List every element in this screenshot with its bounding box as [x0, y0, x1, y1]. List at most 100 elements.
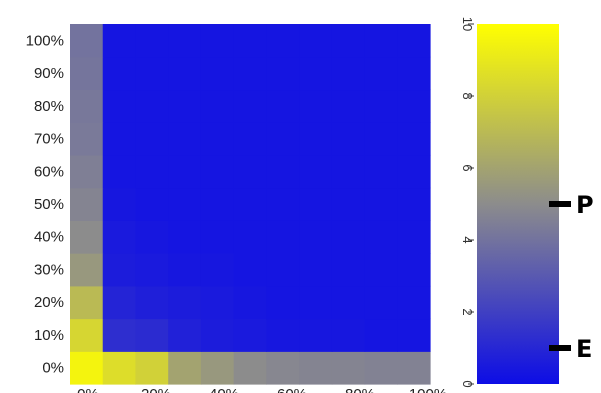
heatmap-cell	[102, 24, 137, 58]
heatmap-cell	[168, 24, 202, 58]
heatmap-cell	[397, 154, 431, 189]
heatmap-cell	[299, 24, 333, 58]
heatmap-cell	[135, 89, 169, 123]
heatmap-cell	[266, 122, 300, 156]
heatmap-cell	[200, 154, 235, 189]
heatmap-cell	[70, 89, 104, 123]
heatmap-cell	[364, 318, 398, 352]
heatmap-cell	[233, 318, 267, 352]
heatmap-cell	[364, 187, 398, 221]
colorbar-marker-label: E	[576, 335, 592, 363]
heatmap-cell	[266, 154, 300, 189]
heatmap-cell	[331, 89, 366, 123]
heatmap-cell	[233, 285, 267, 320]
heatmap-cell	[331, 122, 366, 156]
colorbar-tick-label: 6	[460, 164, 475, 171]
heatmap-cell	[397, 220, 431, 254]
heatmap-cell	[135, 56, 169, 91]
heatmap-cell	[168, 253, 202, 287]
heatmap-cell	[299, 154, 333, 189]
heatmap-cell	[331, 285, 366, 320]
heatmap-cell	[233, 89, 267, 123]
heatmap-cell	[397, 318, 431, 352]
heatmap-cell	[266, 187, 300, 221]
y-tick-label: 0%	[42, 360, 64, 377]
heatmap-cell	[102, 122, 137, 156]
heatmap-cell	[200, 89, 235, 123]
heatmap-cell	[331, 253, 366, 287]
heatmap-cell	[233, 122, 267, 156]
heatmap-cell	[168, 187, 202, 221]
heatmap-cell	[331, 220, 366, 254]
heatmap-cell	[364, 56, 398, 91]
heatmap-cell	[70, 253, 104, 287]
heatmap-cell	[364, 122, 398, 156]
heatmap-cell	[299, 285, 333, 320]
heatmap-cell	[331, 187, 366, 221]
colorbar-tick-label: 4	[460, 236, 475, 243]
heatmap-cell	[200, 56, 235, 91]
heatmap-cell	[168, 220, 202, 254]
heatmap-cell	[397, 187, 431, 221]
heatmap-cell	[299, 56, 333, 91]
x-tick-label: 80%	[345, 386, 375, 393]
colorbar-tick-label: 8	[460, 92, 475, 99]
heatmap-cell	[200, 253, 235, 287]
y-tick-label: 80%	[34, 98, 64, 115]
heatmap-cell	[200, 24, 235, 58]
heatmap-cell	[364, 253, 398, 287]
y-tick-label: 30%	[34, 262, 64, 279]
heatmap-cell	[200, 187, 235, 221]
heatmap-cell	[102, 318, 137, 352]
heatmap-cell	[102, 187, 137, 221]
heatmap-cell	[266, 56, 300, 91]
heatmap-cell	[102, 220, 137, 254]
heatmap-cell	[364, 285, 398, 320]
heatmap-cell	[233, 187, 267, 221]
heatmap-cell	[364, 89, 398, 123]
heatmap-cell	[200, 285, 235, 320]
heatmap-cell	[266, 220, 300, 254]
colorbar-tick-label: 2	[460, 308, 475, 315]
y-tick-label: 40%	[34, 229, 64, 246]
heatmap-cell	[135, 253, 169, 287]
heatmap-cell	[135, 24, 169, 58]
heatmap-cell	[102, 253, 137, 287]
heatmap-cell	[200, 318, 235, 352]
heatmap-cell	[397, 285, 431, 320]
heatmap-cell	[397, 56, 431, 91]
heatmap-cell	[135, 187, 169, 221]
heatmap-cell	[70, 187, 104, 221]
heatmap-cell	[70, 122, 104, 156]
heatmap-cell	[331, 318, 366, 352]
heatmap-cell	[200, 122, 235, 156]
heatmap-cell	[168, 56, 202, 91]
heatmap-cell	[70, 351, 104, 385]
heatmap-cell	[233, 24, 267, 58]
y-tick-label: 100%	[26, 32, 64, 49]
colorbar-tick-label: 0	[460, 380, 475, 387]
heatmap-cell	[299, 122, 333, 156]
y-tick-label: 90%	[34, 65, 64, 82]
heatmap-cell	[168, 122, 202, 156]
heatmap-cell	[70, 220, 104, 254]
heatmap-cell	[200, 351, 235, 385]
heatmap-cell	[135, 318, 169, 352]
heatmap-cell	[233, 220, 267, 254]
heatmap-cell	[168, 89, 202, 123]
heatmap-cell	[168, 318, 202, 352]
colorbar-tick-labels: 0 2 4 6 8 10	[460, 17, 475, 388]
heatmap-cell	[364, 154, 398, 189]
x-tick-label: 20%	[141, 386, 171, 393]
heatmap-cell	[266, 318, 300, 352]
heatmap-cell	[135, 154, 169, 189]
heatmap-cell	[168, 285, 202, 320]
heatmap-cell	[70, 318, 104, 352]
heatmap-cell	[397, 122, 431, 156]
heatmap-cell	[135, 285, 169, 320]
heatmap-cell	[266, 351, 300, 385]
heatmap-cell	[70, 24, 104, 58]
heatmap-cell	[364, 24, 398, 58]
y-tick-label: 60%	[34, 163, 64, 180]
